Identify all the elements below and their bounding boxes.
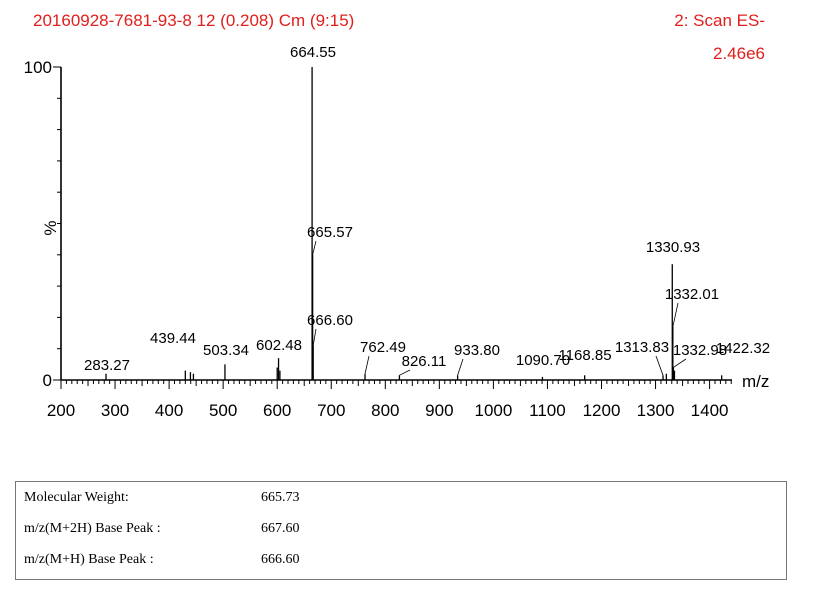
chart-title: 20160928-7681-93-8 12 (0.208) Cm (9:15) [33, 11, 354, 30]
peak-label: 933.80 [454, 342, 500, 359]
info-key: Molecular Weight: [24, 490, 129, 505]
x-tick-label: 1300 [637, 401, 675, 420]
y-tick-label: 0 [43, 371, 52, 390]
info-row-molecular-weight: Molecular Weight: 665.73 [16, 484, 786, 514]
x-tick-label: 1200 [583, 401, 621, 420]
x-tick-label: 900 [425, 401, 453, 420]
peak-label: 664.55 [290, 44, 336, 61]
info-key: m/z(M+2H) Base Peak : [24, 521, 161, 536]
peak-leader-line [312, 328, 317, 346]
peak-leader-line [312, 240, 317, 255]
info-row-m2h-base-peak: m/z(M+2H) Base Peak : 667.60 [16, 515, 786, 545]
peak-label: 1313.83 [615, 339, 669, 356]
peak-label: 665.57 [307, 224, 353, 241]
peak-label: 1332.98 [673, 342, 727, 359]
x-tick-label: 700 [317, 401, 345, 420]
peak-leader-line [673, 358, 687, 368]
x-tick-label: 800 [371, 401, 399, 420]
x-axis-label: m/z [742, 372, 769, 391]
peak-leader-line [399, 369, 411, 376]
peak-leader-line [457, 358, 464, 376]
x-tick-label: 1400 [691, 401, 729, 420]
intensity-label: 2.46e6 [713, 44, 765, 63]
peak-label: 826.11 [402, 353, 447, 370]
peak-label: 1422.32 [716, 340, 770, 357]
info-row-mh-base-peak: m/z(M+H) Base Peak : 666.60 [16, 546, 786, 576]
peak-label: 283.27 [84, 357, 130, 374]
x-tick-label: 200 [47, 401, 75, 420]
scan-label: 2: Scan ES- [674, 11, 765, 30]
peak-leader-line [364, 355, 370, 374]
peak-label: 762.49 [360, 339, 406, 356]
x-tick-label: 500 [209, 401, 237, 420]
info-key: m/z(M+H) Base Peak : [24, 552, 154, 567]
y-axis-label: % [41, 220, 60, 235]
x-tick-label: 300 [101, 401, 129, 420]
x-tick-label: 1100 [529, 401, 566, 420]
peak-label: 1168.85 [558, 347, 611, 364]
peak-label: 666.60 [307, 312, 353, 329]
x-tick-label: 600 [263, 401, 291, 420]
peak-label: 1332.01 [665, 286, 719, 303]
info-value: 665.73 [261, 490, 300, 505]
compound-info-table: Molecular Weight: 665.73 m/z(M+2H) Base … [15, 481, 787, 580]
y-tick-label: 100 [24, 58, 52, 77]
peak-label: 602.48 [256, 337, 302, 354]
info-value: 666.60 [261, 552, 300, 567]
peak-label: 439.44 [150, 330, 196, 347]
x-tick-label: 1000 [474, 401, 512, 420]
mass-spectrum-chart: 20160928-7681-93-8 12 (0.208) Cm (9:15) … [24, 11, 770, 420]
peak-label: 1090.70 [516, 352, 570, 369]
peak-leader-line [655, 355, 664, 376]
peak-leader-line [672, 302, 679, 327]
peak-label: 503.34 [203, 342, 249, 359]
peak-label: 1330.93 [646, 239, 700, 256]
x-tick-label: 400 [155, 401, 183, 420]
info-value: 667.60 [261, 521, 300, 536]
